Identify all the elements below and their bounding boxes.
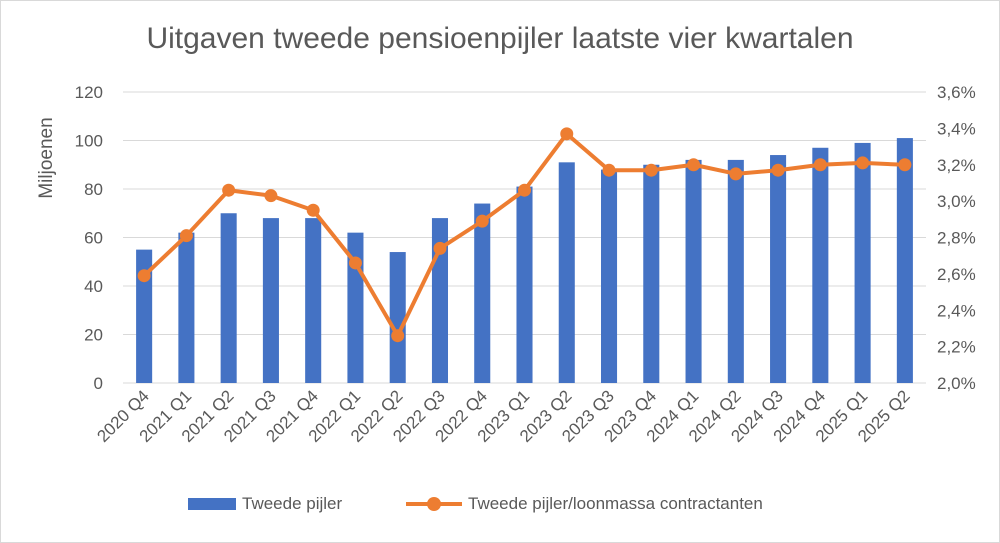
bar bbox=[220, 213, 237, 383]
legend-label-bars: Tweede pijler bbox=[242, 494, 343, 513]
y2-tick-label: 3,0% bbox=[937, 192, 976, 211]
y2-tick-label: 2,8% bbox=[937, 229, 976, 248]
bar bbox=[136, 249, 153, 383]
line-point bbox=[475, 214, 489, 228]
line-point bbox=[602, 163, 616, 177]
line-point bbox=[433, 241, 447, 255]
y-tick-label: 80 bbox=[84, 180, 103, 199]
legend-line-swatch bbox=[406, 497, 462, 511]
y-tick-label: 0 bbox=[94, 374, 103, 393]
line-point bbox=[729, 167, 743, 181]
chart-title: Uitgaven tweede pensioenpijler laatste v… bbox=[146, 22, 854, 55]
legend-item-bars: Tweede pijler bbox=[188, 494, 342, 514]
legend-label-line: Tweede pijler/loonmassa contractanten bbox=[468, 494, 763, 513]
y2-tick-label: 2,2% bbox=[937, 338, 976, 357]
line-point bbox=[264, 189, 278, 203]
bar bbox=[770, 155, 787, 383]
bar bbox=[600, 169, 618, 383]
line-point bbox=[687, 158, 701, 172]
y-tick-label: 40 bbox=[84, 277, 103, 296]
line-point bbox=[898, 158, 912, 172]
bar bbox=[178, 232, 195, 383]
bar bbox=[812, 147, 829, 383]
left-axis-ticks: 0 20 40 60 80 100 120 bbox=[75, 83, 103, 393]
line-point bbox=[518, 183, 531, 197]
line-series bbox=[137, 127, 912, 343]
line-point bbox=[560, 127, 574, 141]
line-point bbox=[306, 203, 320, 217]
line-point bbox=[391, 329, 405, 343]
y-axis-label: Miljoenen bbox=[36, 117, 57, 198]
line-point bbox=[856, 156, 870, 170]
legend-item-line: Tweede pijler/loonmassa contractanten bbox=[406, 494, 763, 514]
y-tick-label: 20 bbox=[84, 326, 103, 345]
bar bbox=[896, 138, 913, 383]
bar bbox=[262, 218, 279, 383]
y-tick-label: 60 bbox=[84, 229, 103, 248]
legend-bar-swatch bbox=[188, 498, 236, 510]
line-point bbox=[179, 229, 193, 243]
bar bbox=[727, 159, 744, 383]
y2-tick-label: 2,6% bbox=[937, 265, 976, 284]
bar bbox=[558, 162, 575, 383]
bar-series bbox=[136, 138, 913, 383]
line-point bbox=[137, 269, 151, 283]
bar bbox=[305, 218, 322, 383]
y2-tick-label: 3,6% bbox=[937, 83, 976, 102]
bar bbox=[854, 142, 871, 383]
line-point bbox=[644, 163, 658, 177]
y2-tick-label: 3,4% bbox=[937, 119, 976, 138]
right-axis-ticks: 2,0% 2,2% 2,4% 2,6% 2,8% 3,0% 3,2% 3,4% 3,6% bbox=[937, 83, 976, 393]
y-tick-label: 120 bbox=[75, 83, 103, 102]
bar bbox=[389, 252, 406, 383]
y2-tick-label: 2,4% bbox=[937, 301, 976, 320]
y-tick-label: 100 bbox=[75, 132, 103, 151]
line-point bbox=[348, 256, 362, 270]
legend: Tweede pijler Tweede pijler/loonmassa co… bbox=[0, 494, 1000, 518]
line-point bbox=[813, 158, 827, 172]
line-point bbox=[222, 183, 236, 197]
y2-tick-label: 3,2% bbox=[937, 156, 976, 175]
bar bbox=[516, 186, 533, 383]
line-point bbox=[771, 163, 785, 177]
bar bbox=[685, 159, 702, 383]
bar bbox=[643, 164, 660, 383]
bar bbox=[474, 203, 491, 383]
y2-tick-label: 2,0% bbox=[937, 374, 976, 393]
